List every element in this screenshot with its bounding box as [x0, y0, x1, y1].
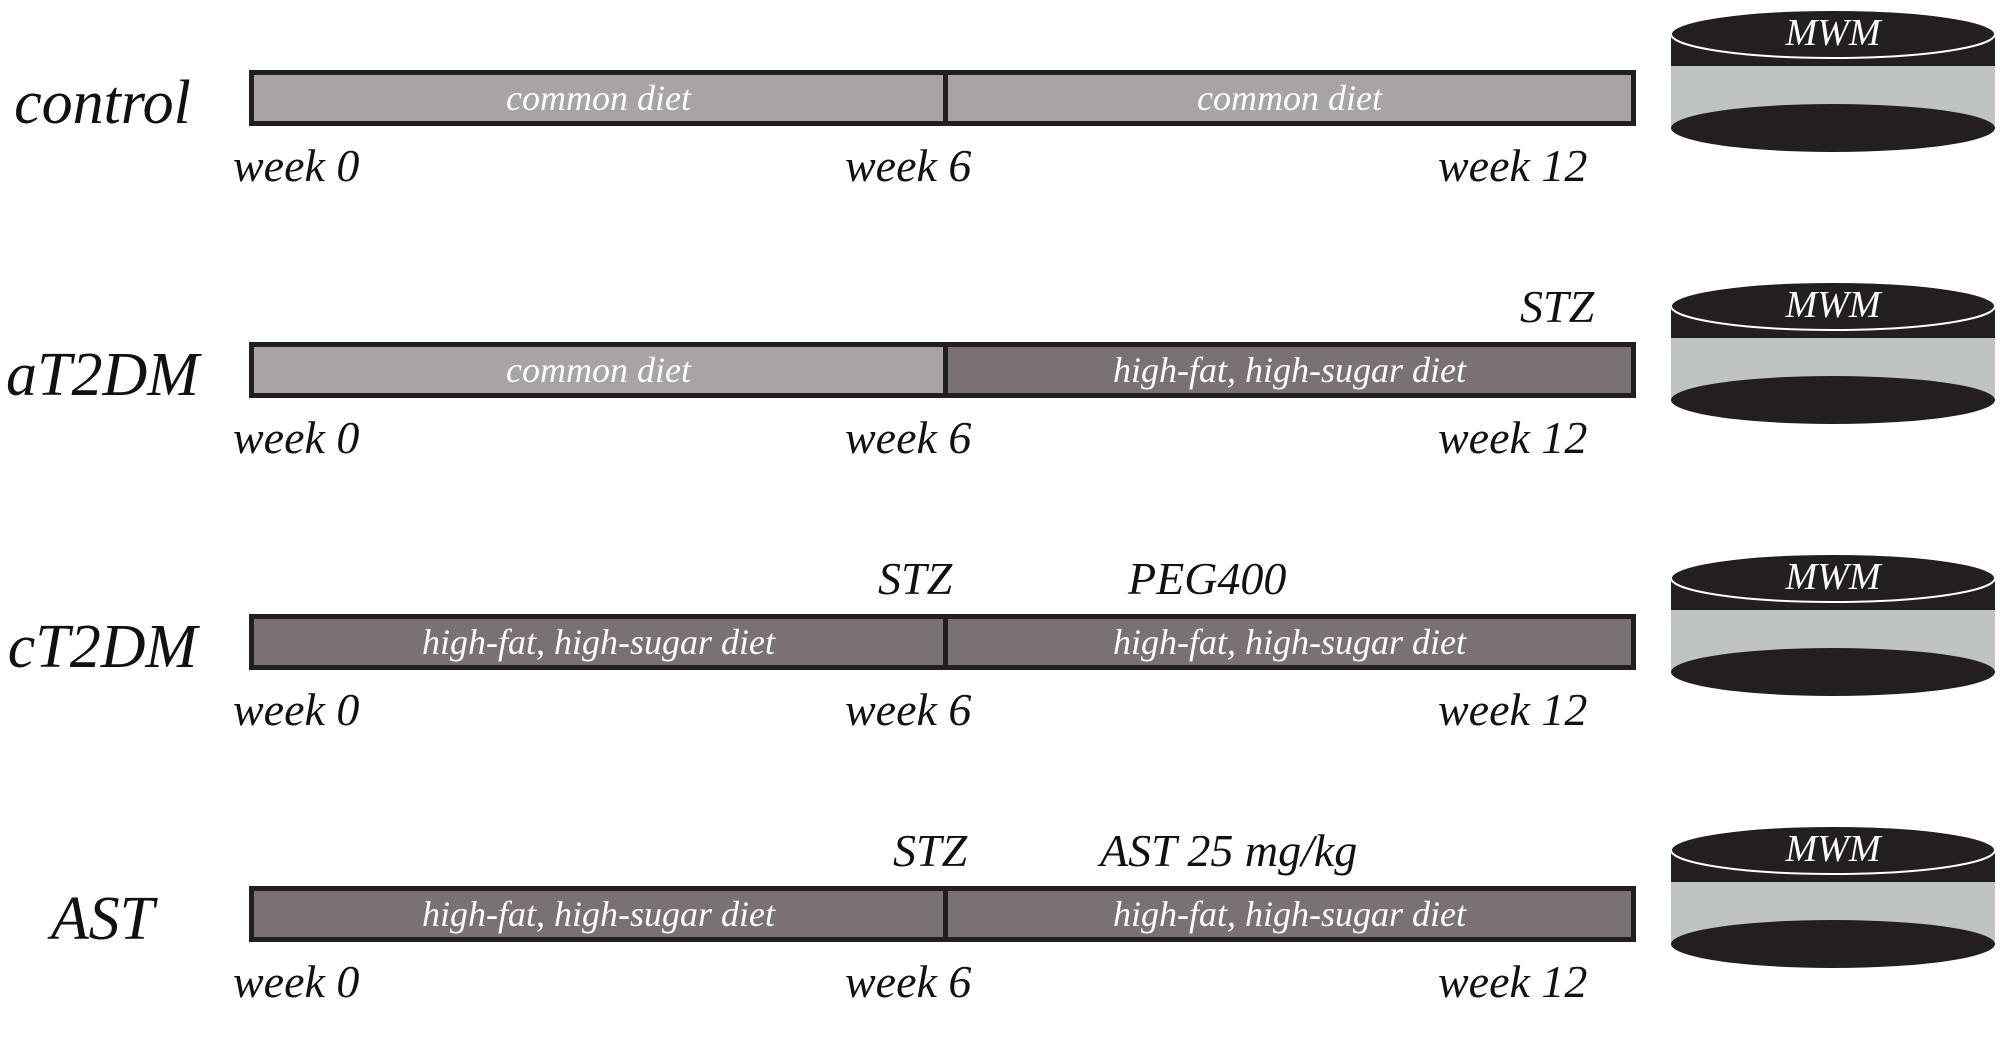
water-maze-icon: MWM [1668, 820, 1998, 970]
mwm-label: MWM [1785, 284, 1883, 326]
water-maze-icon: MWM [1668, 4, 1998, 154]
diet-segment-weeks-0-6: common diet [254, 75, 948, 121]
week-6-label: week 6 [845, 412, 972, 463]
week-12-label: week 12 [1438, 956, 1588, 1007]
water-maze-icon: MWM [1668, 276, 1998, 426]
peg400-note: PEG400 [1128, 553, 1287, 604]
mwm-label: MWM [1785, 556, 1883, 598]
stz-note: STZ [893, 825, 968, 876]
group-label: aT2DM [6, 341, 199, 409]
diet-segment-weeks-6-12: high-fat, high-sugar diet [948, 619, 1631, 665]
mwm-label: MWM [1785, 828, 1883, 870]
stz-note: STZ [1520, 281, 1595, 332]
timeline-row-ast: AST STZ AST 25 mg/kg high-fat, high-suga… [0, 816, 2000, 1056]
week-0-label: week 0 [233, 412, 360, 463]
timeline-bar: common diet high-fat, high-sugar diet [249, 342, 1636, 398]
mwm-label: MWM [1785, 12, 1883, 54]
group-label: cT2DM [7, 613, 198, 681]
week-6-label: week 6 [845, 140, 972, 191]
timeline-bar: high-fat, high-sugar diet high-fat, high… [249, 614, 1636, 670]
timeline-row-ct2dm: cT2DM STZ PEG400 high-fat, high-sugar di… [0, 544, 2000, 784]
timeline-bar: high-fat, high-sugar diet high-fat, high… [249, 886, 1636, 942]
group-label: control [14, 69, 191, 137]
week-0-label: week 0 [233, 956, 360, 1007]
water-maze-icon: MWM [1668, 548, 1998, 698]
diet-segment-weeks-0-6: high-fat, high-sugar diet [254, 891, 948, 937]
week-0-label: week 0 [233, 140, 360, 191]
week-6-label: week 6 [845, 684, 972, 735]
week-12-label: week 12 [1438, 140, 1588, 191]
timeline-row-control: control common diet common diet week 0 w… [0, 0, 2000, 240]
ast-dose-note: AST 25 mg/kg [1100, 825, 1358, 876]
week-12-label: week 12 [1438, 412, 1588, 463]
diet-segment-weeks-6-12: high-fat, high-sugar diet [948, 347, 1631, 393]
timeline-bar: common diet common diet [249, 70, 1636, 126]
week-6-label: week 6 [845, 956, 972, 1007]
diet-segment-weeks-6-12: common diet [948, 75, 1631, 121]
week-12-label: week 12 [1438, 684, 1588, 735]
week-0-label: week 0 [233, 684, 360, 735]
timeline-row-at2dm: aT2DM STZ common diet high-fat, high-sug… [0, 272, 2000, 512]
stz-note: STZ [878, 553, 953, 604]
group-label: AST [50, 885, 155, 953]
diet-segment-weeks-6-12: high-fat, high-sugar diet [948, 891, 1631, 937]
diet-segment-weeks-0-6: high-fat, high-sugar diet [254, 619, 948, 665]
diet-segment-weeks-0-6: common diet [254, 347, 948, 393]
